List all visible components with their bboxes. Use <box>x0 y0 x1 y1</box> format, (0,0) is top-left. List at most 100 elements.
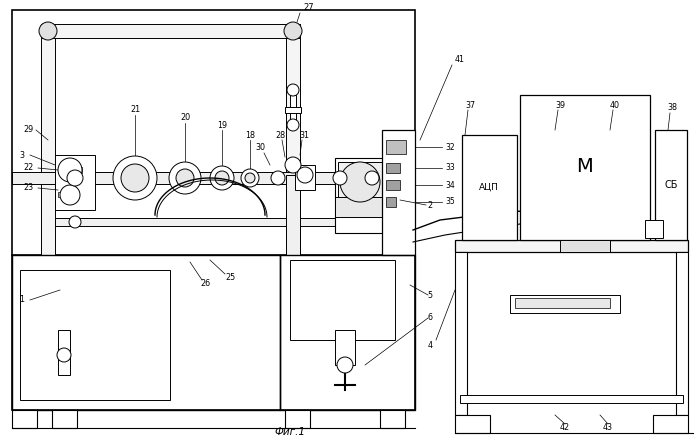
Text: 27: 27 <box>303 4 315 12</box>
Bar <box>58 192 78 197</box>
Circle shape <box>333 171 347 185</box>
Bar <box>386 180 400 190</box>
Text: 22: 22 <box>23 164 33 172</box>
Bar <box>655 130 687 240</box>
Circle shape <box>241 169 259 187</box>
Text: АЦП: АЦП <box>479 183 499 191</box>
Circle shape <box>169 162 201 194</box>
Text: 20: 20 <box>180 113 190 123</box>
Bar <box>645 220 663 238</box>
Bar <box>386 163 400 173</box>
Text: 30: 30 <box>255 143 265 153</box>
Bar <box>12 255 280 410</box>
Text: 33: 33 <box>445 164 455 172</box>
Text: 28: 28 <box>275 131 285 139</box>
Circle shape <box>287 84 299 96</box>
Circle shape <box>210 166 234 190</box>
Text: 23: 23 <box>23 183 33 193</box>
Circle shape <box>39 22 57 40</box>
Bar <box>41 24 55 255</box>
Circle shape <box>365 171 379 185</box>
Bar <box>382 130 415 255</box>
Circle shape <box>176 169 194 187</box>
Bar <box>285 410 310 428</box>
Bar <box>520 95 650 240</box>
Text: 39: 39 <box>555 101 565 109</box>
Bar <box>41 24 300 38</box>
Text: СБ: СБ <box>664 180 678 190</box>
Bar <box>335 330 355 365</box>
Circle shape <box>337 357 353 373</box>
Bar <box>286 24 300 255</box>
Bar <box>455 252 467 415</box>
Circle shape <box>245 173 255 183</box>
Text: 2: 2 <box>427 201 433 209</box>
Circle shape <box>121 164 149 192</box>
Bar <box>280 255 415 410</box>
Bar <box>12 10 415 410</box>
Text: 37: 37 <box>465 101 475 109</box>
Text: 29: 29 <box>23 126 33 135</box>
Bar <box>290 95 296 123</box>
Bar <box>55 218 375 226</box>
Circle shape <box>340 162 380 202</box>
Bar <box>12 410 37 428</box>
Bar <box>462 135 517 240</box>
Bar <box>560 240 610 252</box>
Bar <box>460 395 683 403</box>
Circle shape <box>215 171 229 185</box>
Bar <box>55 155 95 210</box>
Circle shape <box>69 216 81 228</box>
Bar <box>290 260 395 340</box>
Bar <box>515 298 610 308</box>
Text: 26: 26 <box>200 280 210 288</box>
Text: 25: 25 <box>225 273 235 283</box>
Circle shape <box>67 170 83 186</box>
Bar <box>653 415 688 433</box>
Text: М: М <box>577 157 593 176</box>
Circle shape <box>58 158 82 182</box>
Bar <box>285 107 301 113</box>
Text: 5: 5 <box>427 291 433 299</box>
Text: 38: 38 <box>667 104 677 112</box>
Text: 34: 34 <box>445 180 455 190</box>
Bar <box>20 270 170 400</box>
Bar <box>380 410 405 428</box>
Circle shape <box>271 171 285 185</box>
Bar <box>510 295 620 313</box>
Text: 18: 18 <box>245 131 255 139</box>
Bar <box>58 330 70 375</box>
Bar <box>55 172 375 184</box>
Text: 19: 19 <box>217 120 227 130</box>
Bar <box>295 165 315 190</box>
Text: 4: 4 <box>428 340 433 350</box>
Circle shape <box>297 167 313 183</box>
Text: 35: 35 <box>445 198 455 206</box>
Text: 40: 40 <box>610 101 620 109</box>
Text: 41: 41 <box>455 56 465 64</box>
Circle shape <box>60 185 80 205</box>
Text: 1: 1 <box>20 295 24 304</box>
Text: 43: 43 <box>603 423 613 433</box>
Bar <box>455 240 688 252</box>
Text: 42: 42 <box>560 423 570 433</box>
Circle shape <box>284 22 302 40</box>
Text: 21: 21 <box>130 105 140 115</box>
Bar <box>335 197 400 217</box>
Bar <box>52 410 77 428</box>
Circle shape <box>57 348 71 362</box>
Bar <box>58 167 82 173</box>
Text: Фиг.1: Фиг.1 <box>275 427 305 437</box>
Bar <box>12 172 55 184</box>
Text: 31: 31 <box>299 131 309 139</box>
Circle shape <box>285 157 301 173</box>
Bar <box>676 252 688 415</box>
Circle shape <box>113 156 157 200</box>
Text: 6: 6 <box>428 314 433 322</box>
Bar <box>338 162 393 197</box>
Bar <box>335 158 400 233</box>
Circle shape <box>287 119 299 131</box>
Text: 3: 3 <box>20 150 24 160</box>
Bar <box>455 415 490 433</box>
Text: 32: 32 <box>445 142 454 152</box>
